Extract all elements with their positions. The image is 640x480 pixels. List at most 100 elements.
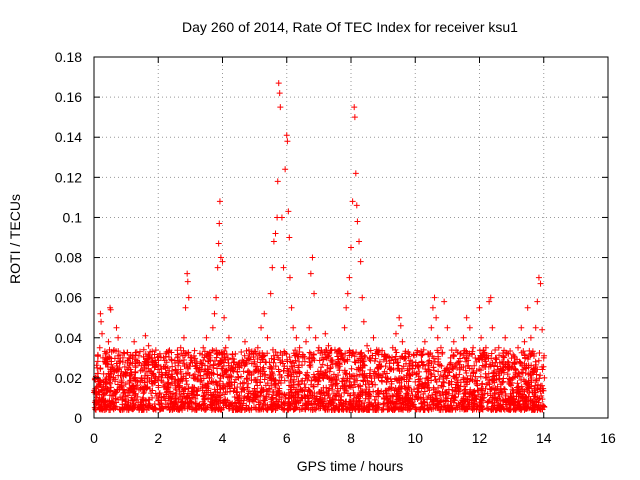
- background-marker: [298, 386, 305, 393]
- background-marker: [204, 358, 211, 365]
- background-marker: [197, 378, 204, 385]
- background-marker: [246, 405, 253, 412]
- background-marker: [191, 371, 198, 378]
- background-marker: [349, 397, 356, 404]
- background-marker: [324, 353, 331, 360]
- background-marker: [268, 382, 275, 389]
- data-point: [498, 358, 505, 365]
- data-point: [450, 338, 457, 345]
- background-marker: [507, 406, 514, 413]
- background-marker: [442, 373, 449, 380]
- background-marker: [467, 386, 474, 393]
- background-marker: [201, 368, 208, 375]
- background-marker: [128, 405, 135, 412]
- background-marker: [427, 394, 434, 401]
- background-marker: [253, 367, 260, 374]
- background-marker: [155, 353, 162, 360]
- data-point: [376, 358, 383, 365]
- background-marker: [509, 386, 516, 393]
- background-marker: [533, 371, 540, 378]
- background-marker: [365, 395, 372, 402]
- background-marker: [205, 395, 212, 402]
- background-marker: [214, 365, 221, 372]
- background-marker: [179, 377, 186, 384]
- background-marker: [211, 358, 218, 365]
- background-marker: [181, 393, 188, 400]
- y-tick-labels: 0 0.02 0.04 0.06 0.08 0.1 0.12 0.14 0.16 0.18: [55, 49, 82, 426]
- data-point: [322, 330, 329, 337]
- background-marker: [274, 405, 281, 412]
- data-point: [174, 370, 181, 377]
- background-marker: [332, 380, 339, 387]
- data-point: [335, 364, 342, 371]
- background-marker: [493, 370, 500, 377]
- background-marker: [359, 370, 366, 377]
- background-marker: [402, 395, 409, 402]
- background-marker: [115, 348, 122, 355]
- data-point: [521, 338, 528, 345]
- background-marker: [260, 388, 267, 395]
- background-marker: [539, 396, 546, 403]
- background-marker: [534, 381, 541, 388]
- background-marker: [491, 390, 498, 397]
- background-marker: [506, 375, 513, 382]
- data-point: [97, 310, 104, 317]
- background-marker: [430, 364, 437, 371]
- background-marker: [450, 352, 457, 359]
- background-marker: [504, 406, 511, 413]
- data-point: [98, 318, 105, 325]
- background-marker: [147, 367, 154, 374]
- data-point: [180, 334, 187, 341]
- data-point: [331, 346, 338, 353]
- background-marker: [317, 396, 324, 403]
- background-marker: [374, 403, 381, 410]
- grid-lines: [94, 57, 608, 418]
- background-marker: [223, 402, 230, 409]
- data-point: [487, 294, 494, 301]
- background-marker: [250, 394, 257, 401]
- data-point: [540, 354, 547, 361]
- background-marker: [384, 396, 391, 403]
- background-marker: [463, 358, 470, 365]
- data-point: [380, 370, 387, 377]
- background-marker: [528, 377, 535, 384]
- background-marker: [368, 378, 375, 385]
- background-marker: [152, 347, 159, 354]
- background-marker: [537, 385, 544, 392]
- data-point: [405, 370, 412, 377]
- background-marker: [269, 346, 276, 353]
- background-marker: [489, 377, 496, 384]
- background-marker: [420, 346, 427, 353]
- background-marker: [515, 401, 522, 408]
- background-marker: [202, 406, 209, 413]
- data-point: [168, 390, 175, 397]
- background-marker: [410, 351, 417, 358]
- background-marker: [295, 399, 302, 406]
- background-marker: [215, 361, 222, 368]
- background-marker: [419, 362, 426, 369]
- data-point: [111, 390, 118, 397]
- background-marker: [268, 396, 275, 403]
- background-marker: [532, 377, 539, 384]
- background-marker: [164, 384, 171, 391]
- background-marker: [395, 406, 402, 413]
- background-marker: [134, 393, 141, 400]
- background-marker: [164, 374, 171, 381]
- background-marker: [239, 380, 246, 387]
- background-marker: [477, 401, 484, 408]
- background-marker: [200, 393, 207, 400]
- data-point: [116, 364, 123, 371]
- data-point: [103, 358, 110, 365]
- background-marker: [171, 357, 178, 364]
- data-point: [102, 384, 109, 391]
- background-marker: [272, 380, 279, 387]
- background-marker: [492, 389, 499, 396]
- background-marker: [386, 406, 393, 413]
- background-marker: [472, 355, 479, 362]
- background-marker: [137, 348, 144, 355]
- background-marker: [224, 383, 231, 390]
- background-marker: [204, 370, 211, 377]
- background-marker: [261, 376, 268, 383]
- background-marker: [308, 357, 315, 364]
- background-marker: [186, 372, 193, 379]
